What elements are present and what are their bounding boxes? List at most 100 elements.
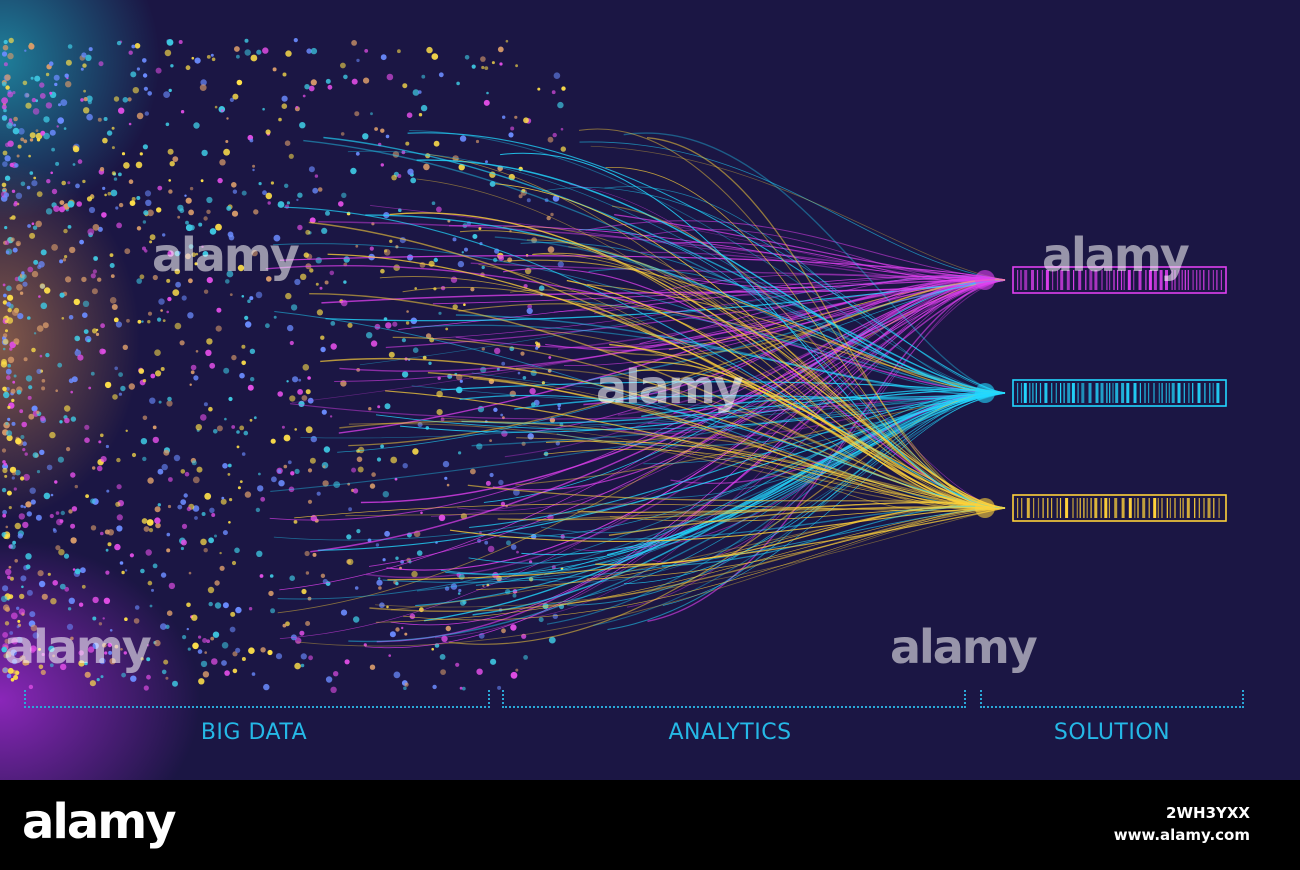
data-particle bbox=[267, 201, 271, 205]
data-particle bbox=[480, 56, 486, 62]
data-particle bbox=[369, 246, 374, 251]
data-particle bbox=[5, 368, 12, 375]
analytics-label: ANALYTICS bbox=[668, 720, 792, 745]
data-particle bbox=[322, 465, 326, 469]
data-particle bbox=[282, 623, 287, 628]
data-particle bbox=[154, 349, 161, 357]
data-particle bbox=[559, 422, 564, 427]
solution-bar-stripe bbox=[1104, 498, 1108, 518]
solution-bar-stripe bbox=[1077, 383, 1079, 403]
data-particle bbox=[249, 348, 256, 354]
data-particle bbox=[116, 525, 123, 532]
data-particle bbox=[196, 466, 203, 473]
data-particle bbox=[155, 370, 162, 377]
data-particle bbox=[134, 43, 141, 49]
data-particle bbox=[2, 391, 10, 399]
solution-bar-stripe bbox=[1023, 383, 1027, 403]
data-particle bbox=[214, 534, 217, 538]
big-data-bracket bbox=[24, 690, 490, 708]
data-particle bbox=[37, 570, 44, 577]
data-particle bbox=[38, 580, 46, 588]
data-particle bbox=[232, 189, 238, 194]
data-particle bbox=[109, 297, 117, 304]
data-particle bbox=[174, 322, 182, 330]
data-particle bbox=[46, 179, 51, 184]
data-particle bbox=[90, 194, 94, 197]
analytics-stream bbox=[609, 343, 1006, 509]
data-particle bbox=[20, 435, 25, 439]
alamy-logo[interactable]: alamy bbox=[22, 794, 177, 850]
data-particle bbox=[165, 122, 170, 127]
data-particle bbox=[287, 324, 294, 332]
data-particle bbox=[417, 422, 423, 428]
data-particle bbox=[49, 129, 56, 136]
data-particle bbox=[88, 206, 96, 214]
data-particle bbox=[423, 163, 430, 171]
data-particle bbox=[104, 193, 107, 197]
data-particle bbox=[59, 206, 65, 213]
data-particle bbox=[438, 72, 444, 78]
data-particle bbox=[48, 61, 54, 66]
data-particle bbox=[386, 73, 394, 81]
data-particle bbox=[92, 616, 97, 621]
data-particle bbox=[48, 645, 55, 653]
data-particle bbox=[253, 416, 257, 420]
data-particle bbox=[384, 530, 390, 537]
data-particle bbox=[128, 383, 135, 390]
data-particle bbox=[92, 596, 99, 604]
data-particle bbox=[257, 485, 264, 492]
data-particle bbox=[2, 460, 6, 464]
data-particle bbox=[143, 210, 149, 216]
data-particle bbox=[315, 282, 319, 286]
data-particle bbox=[340, 62, 346, 69]
data-particle bbox=[325, 210, 330, 216]
data-particle bbox=[16, 606, 20, 610]
data-particle bbox=[45, 102, 53, 109]
data-particle bbox=[450, 583, 458, 590]
data-particle bbox=[517, 371, 521, 375]
data-particle bbox=[88, 47, 93, 52]
data-particle bbox=[371, 222, 375, 226]
solution-bar-stripe bbox=[1039, 383, 1042, 403]
data-particle bbox=[377, 405, 381, 409]
data-particle bbox=[167, 296, 172, 302]
data-particle bbox=[464, 55, 470, 60]
data-particle bbox=[167, 504, 172, 509]
site-url[interactable]: www.alamy.com bbox=[1113, 826, 1250, 844]
data-particle bbox=[13, 163, 19, 168]
data-particle bbox=[113, 317, 119, 323]
data-particle bbox=[321, 409, 327, 415]
data-particle bbox=[186, 627, 189, 631]
data-particle bbox=[3, 39, 8, 45]
data-particle bbox=[59, 519, 64, 523]
data-particle bbox=[510, 126, 515, 131]
data-particle bbox=[67, 607, 72, 611]
data-particle bbox=[445, 625, 451, 632]
data-particle bbox=[30, 499, 36, 505]
data-particle bbox=[236, 79, 243, 86]
data-particle bbox=[475, 139, 480, 144]
data-particle bbox=[505, 39, 509, 43]
data-particle bbox=[388, 654, 392, 657]
solution-bar-stripe bbox=[1181, 270, 1183, 290]
data-particle bbox=[111, 304, 118, 310]
solution-bar-stripe bbox=[1216, 270, 1218, 290]
data-particle bbox=[143, 86, 148, 91]
data-particle bbox=[259, 574, 264, 578]
data-particle bbox=[347, 558, 354, 566]
data-particle bbox=[9, 466, 17, 474]
data-particle bbox=[265, 323, 270, 329]
data-particle bbox=[340, 132, 345, 136]
data-particle bbox=[294, 468, 300, 474]
data-particle bbox=[2, 386, 7, 392]
data-particle bbox=[66, 447, 71, 452]
analytics-stream bbox=[525, 392, 1006, 583]
data-particle bbox=[118, 172, 122, 177]
data-particle bbox=[92, 224, 100, 231]
data-particle bbox=[41, 386, 46, 391]
data-particle bbox=[5, 250, 10, 255]
data-particle bbox=[149, 397, 156, 404]
data-particle bbox=[154, 517, 161, 524]
data-particle bbox=[319, 286, 323, 290]
solution-bar-stripe bbox=[1094, 498, 1098, 518]
